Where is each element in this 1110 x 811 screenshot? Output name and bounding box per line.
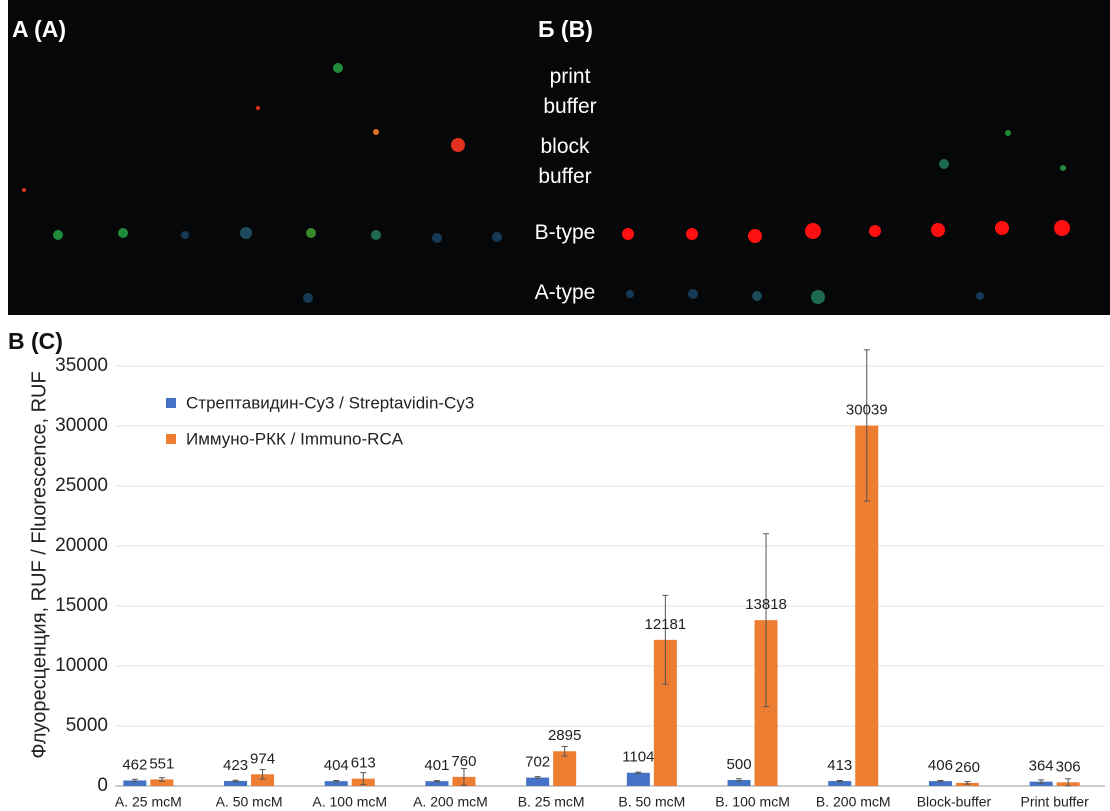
- x-tick-label: A. 100 mcM: [312, 794, 387, 810]
- data-label: 613: [351, 755, 376, 772]
- y-axis-label: Флуоресценция, RUF / Fluorescence, RUF: [28, 371, 50, 758]
- data-label: 13818: [745, 596, 787, 613]
- y-tick-label: 0: [97, 775, 108, 796]
- data-label: 12181: [644, 616, 686, 633]
- data-label: 551: [149, 755, 174, 772]
- data-label: 2895: [548, 727, 581, 744]
- y-tick-label: 25000: [55, 475, 108, 496]
- panel-label: A (A): [12, 16, 66, 43]
- x-tick-label: B. 200 mcM: [816, 794, 891, 810]
- x-tick-label: A. 50 mcM: [216, 794, 283, 810]
- data-label: 702: [525, 754, 550, 771]
- image-label: block buffer: [525, 132, 605, 192]
- x-tick-label: A. 200 mcM: [413, 794, 488, 810]
- y-tick-label: 15000: [55, 595, 108, 616]
- legend-label: Иммуно-РКК / Immuno-RCA: [186, 429, 404, 448]
- data-label: 423: [223, 757, 248, 774]
- x-tick-label: B. 100 mcM: [715, 794, 790, 810]
- data-label: 30039: [846, 402, 888, 419]
- image-label: print buffer: [530, 62, 610, 122]
- y-tick-label: 5000: [66, 715, 108, 736]
- panel-label: Б (B): [538, 16, 593, 43]
- error-bar: [837, 780, 843, 781]
- legend-label: Стрептавидин-Cy3 / Streptavidin-Cy3: [186, 393, 474, 412]
- bar: [627, 773, 650, 786]
- data-label: 306: [1056, 758, 1081, 775]
- data-label: 500: [727, 756, 752, 773]
- figure: Флуоресценция, RUF / Fluorescence, RUF 0…: [0, 0, 1110, 811]
- data-label: 364: [1029, 758, 1054, 775]
- data-label: 260: [955, 759, 980, 776]
- legend-swatch: [166, 434, 176, 444]
- data-label: 404: [324, 757, 349, 774]
- legend-swatch: [166, 398, 176, 408]
- x-tick-label: Block-buffer: [917, 794, 992, 810]
- y-tick-label: 20000: [55, 535, 108, 556]
- data-label: 974: [250, 750, 275, 767]
- error-bar: [233, 780, 239, 781]
- x-tick-label: B. 50 mcM: [618, 794, 685, 810]
- x-tick-label: A. 25 mcM: [115, 794, 182, 810]
- image-label: A-type: [505, 278, 625, 308]
- data-label: 760: [451, 753, 476, 770]
- error-bar: [635, 772, 641, 773]
- data-label: 406: [928, 757, 953, 774]
- data-label: 413: [827, 757, 852, 774]
- data-label: 401: [424, 757, 449, 774]
- y-tick-label: 10000: [55, 655, 108, 676]
- panel-label: В (C): [8, 328, 63, 355]
- data-label: 462: [122, 756, 147, 773]
- x-tick-label: Print buffer: [1021, 794, 1090, 810]
- x-tick-label: B. 25 mcM: [518, 794, 585, 810]
- y-tick-label: 35000: [55, 355, 108, 376]
- image-label: B-type: [505, 218, 625, 248]
- y-tick-label: 30000: [55, 415, 108, 436]
- data-label: 1104: [622, 749, 654, 766]
